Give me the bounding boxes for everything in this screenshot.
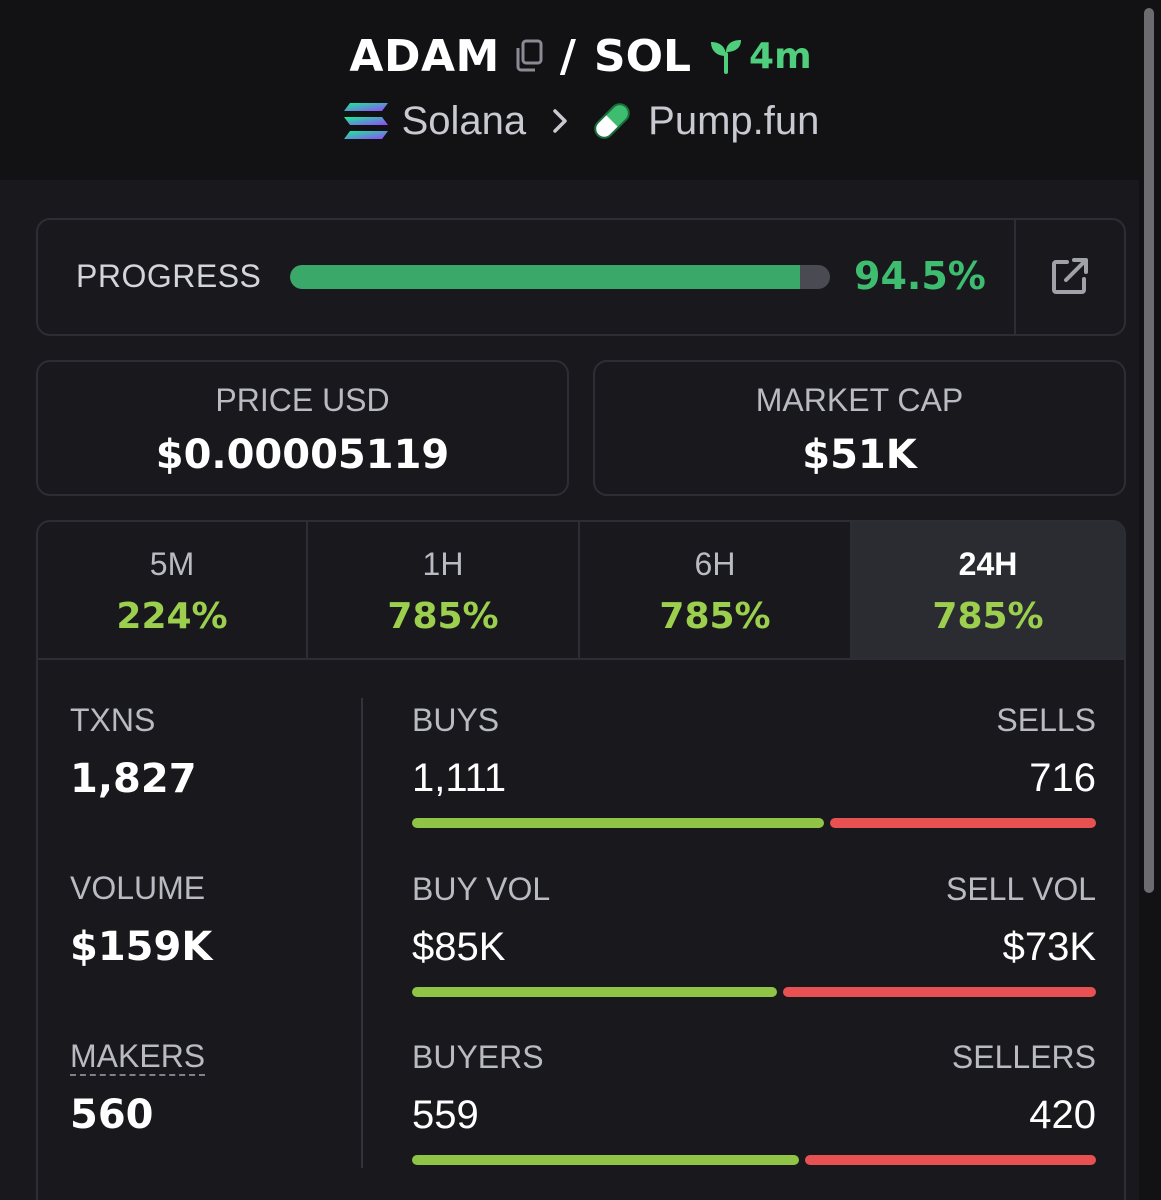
price-usd-card: PRICE USD $0.00005119 [36, 360, 569, 496]
divider [1014, 220, 1016, 334]
tab-change: 785% [387, 596, 499, 637]
chain-breadcrumb: Solana Pump.fun [0, 94, 1161, 148]
makers-value: 560 [70, 1092, 154, 1138]
chevron-right-icon [552, 108, 568, 134]
buy-vol-label: BUY VOL [412, 871, 551, 907]
solana-icon [342, 101, 390, 141]
pair-header: ADAM / SOL 4m [0, 0, 1161, 180]
buyers-value: 559 [412, 1093, 479, 1137]
copy-icon[interactable] [514, 39, 544, 73]
tab-24h[interactable]: 24H 785% [852, 522, 1124, 658]
scrollbar[interactable] [1139, 0, 1161, 1200]
tab-label: 24H [958, 546, 1018, 582]
totals-column: TXNS 1,827 VOLUME $159K MAKERS 560 [38, 660, 362, 1200]
timeframe-tabs: 5M 224% 1H 785% 6H 785% 24H 785% [38, 522, 1124, 660]
sells-bar [830, 818, 1096, 828]
buys-label: BUYS [412, 702, 500, 738]
price-usd-label: PRICE USD [215, 382, 390, 418]
progress-bar-fill [290, 265, 801, 289]
buys-value: 1,111 [412, 756, 507, 800]
chain-name[interactable]: Solana [401, 98, 527, 143]
volume-value: $159K [70, 924, 213, 970]
sells-label: SELLS [996, 702, 1096, 738]
buyers-bar [412, 1155, 799, 1165]
dex-name[interactable]: Pump.fun [648, 98, 820, 143]
buys-sells-row: BUYS SELLS 1,111 716 [412, 702, 1096, 842]
market-cap-card: MARKET CAP $51K [593, 360, 1126, 496]
price-usd-value: $0.00005119 [155, 432, 450, 478]
sellers-bar [805, 1155, 1096, 1165]
tab-6h[interactable]: 6H 785% [580, 522, 852, 658]
progress-label: PROGRESS [76, 258, 262, 294]
pair-separator: / [559, 30, 576, 82]
tab-5m[interactable]: 5M 224% [38, 522, 308, 658]
bonding-progress-card: PROGRESS 94.5% [36, 218, 1126, 336]
quote-token: SOL [593, 30, 692, 82]
progress-value: 94.5% [854, 254, 986, 298]
buys-bar [412, 818, 824, 828]
sells-value: 716 [1029, 756, 1096, 800]
volume-label: VOLUME [70, 870, 206, 906]
column-divider [361, 698, 363, 1168]
sellers-label: SELLERS [951, 1039, 1096, 1075]
buy-vol-bar [412, 987, 777, 997]
sprout-icon [709, 38, 743, 74]
external-link-icon[interactable] [1050, 256, 1090, 296]
makers-label[interactable]: MAKERS [70, 1038, 206, 1076]
sell-vol-value: $73K [1002, 925, 1096, 969]
buy-sell-volume-row: BUY VOL SELL VOL $85K $73K [412, 871, 1096, 1011]
market-cap-label: MARKET CAP [755, 382, 964, 418]
sellers-value: 420 [1029, 1093, 1096, 1137]
txns-value: 1,827 [70, 756, 197, 802]
tab-change: 224% [116, 596, 228, 637]
progress-bar [290, 265, 830, 289]
scrollbar-thumb[interactable] [1144, 8, 1154, 893]
tab-label: 5M [149, 546, 195, 582]
pair-title-row: ADAM / SOL 4m [0, 28, 1161, 84]
tab-change: 785% [932, 596, 1044, 637]
tab-1h[interactable]: 1H 785% [308, 522, 580, 658]
pill-icon [590, 99, 634, 143]
buy-vol-value: $85K [412, 925, 506, 969]
tab-label: 1H [422, 546, 464, 582]
market-cap-value: $51K [802, 432, 917, 478]
txns-label: TXNS [70, 702, 156, 738]
sell-vol-bar [783, 987, 1096, 997]
buyers-sellers-row: BUYERS SELLERS 559 420 [412, 1039, 1096, 1179]
pair-age: 4m [749, 35, 812, 77]
token-name: ADAM [349, 30, 500, 82]
tab-label: 6H [694, 546, 736, 582]
buyers-label: BUYERS [412, 1039, 544, 1075]
sell-vol-label: SELL VOL [945, 871, 1096, 907]
transactions-stats-card: 5M 224% 1H 785% 6H 785% 24H 785% TXNS 1,… [36, 520, 1126, 1200]
tab-change: 785% [659, 596, 771, 637]
